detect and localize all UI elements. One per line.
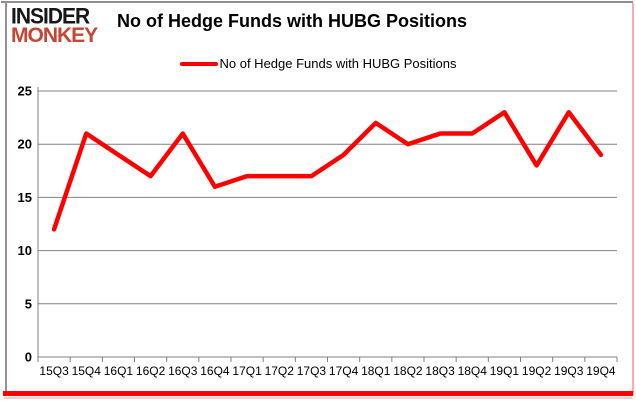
x-axis-tick-label: 15Q4: [72, 364, 102, 378]
y-axis-tick-label: 10: [18, 243, 32, 258]
frame-right-border: [632, 3, 634, 395]
x-axis-tick-label: 19Q4: [586, 364, 616, 378]
x-axis-tick-label: 16Q2: [136, 364, 166, 378]
x-axis-tick-label: 16Q4: [200, 364, 230, 378]
chart-title: No of Hedge Funds with HUBG Positions: [117, 11, 467, 31]
x-axis-tick-label: 18Q3: [425, 364, 455, 378]
x-axis-tick-label: 19Q3: [554, 364, 584, 378]
x-axis-tick-label: 17Q4: [329, 364, 359, 378]
logo-text-monkey: MONKEY: [11, 24, 98, 48]
x-axis-tick-label: 15Q3: [39, 364, 69, 378]
frame-left-border: [5, 1, 7, 395]
x-axis-tick-label: 17Q2: [265, 364, 295, 378]
y-axis-tick-label: 15: [18, 190, 32, 205]
chart-legend: No of Hedge Funds with HUBG Positions: [0, 56, 636, 71]
frame-bottom-pink-line: [4, 397, 632, 399]
y-axis-tick-label: 0: [25, 350, 32, 365]
x-axis-tick-label: 16Q1: [104, 364, 134, 378]
legend-label: No of Hedge Funds with HUBG Positions: [219, 56, 457, 71]
frame-bottom-red-bar: [3, 391, 633, 396]
logo-text-insider: INSIDER: [11, 4, 90, 29]
y-axis-tick-label: 25: [18, 84, 32, 99]
series-line: [51, 110, 604, 232]
y-axis-tick-label: 20: [18, 137, 32, 152]
x-axis-tick-label: 18Q1: [361, 364, 391, 378]
x-axis-tick-label: 19Q1: [490, 364, 520, 378]
x-axis-tick-label: 18Q2: [393, 364, 423, 378]
frame-top-border: [1, 1, 633, 3]
x-axis-tick-label: 18Q4: [458, 364, 488, 378]
legend-line-swatch: [179, 61, 218, 66]
x-axis-tick-label: 16Q3: [168, 364, 198, 378]
x-axis-tick-label: 17Q1: [232, 364, 262, 378]
x-axis-tick-label: 19Q2: [522, 364, 552, 378]
x-axis-tick-label: 17Q3: [297, 364, 327, 378]
insider-monkey-logo: INSIDER MONKEY: [11, 4, 98, 48]
y-axis-tick-label: 5: [25, 296, 32, 311]
